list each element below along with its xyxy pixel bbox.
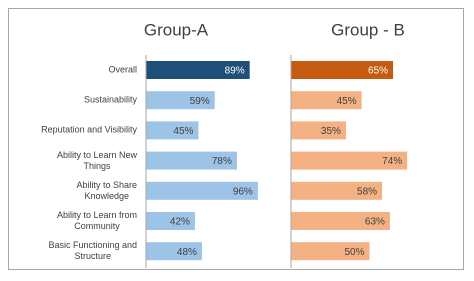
value-label: 35% xyxy=(321,126,341,137)
category-label: Basic Functioning and Structure xyxy=(48,240,137,262)
category-label: Ability to Share Knowledge xyxy=(76,179,137,201)
bar xyxy=(291,212,390,230)
bar xyxy=(146,212,195,230)
value-label: 58% xyxy=(357,186,377,197)
category-label: Ability to Learn New Things xyxy=(56,149,137,171)
bar xyxy=(291,61,394,79)
bar xyxy=(146,91,215,110)
value-label: 50% xyxy=(344,247,364,258)
value-label: 59% xyxy=(190,96,210,107)
chart-title: Group-A xyxy=(144,20,209,39)
value-label: 45% xyxy=(337,96,357,107)
bar xyxy=(291,91,362,110)
value-label: 74% xyxy=(382,156,402,167)
bar xyxy=(291,242,370,261)
category-label: Sustainability xyxy=(83,94,137,105)
category-label: Overall xyxy=(108,64,137,75)
value-label: 63% xyxy=(365,217,385,228)
bar xyxy=(146,181,258,200)
category-label: Ability to Learn from Community xyxy=(56,210,137,231)
bar xyxy=(146,61,250,79)
bar xyxy=(291,151,408,170)
value-label: 48% xyxy=(177,247,197,258)
value-label: 96% xyxy=(233,186,253,197)
bar xyxy=(291,181,383,200)
value-label: 42% xyxy=(170,217,190,228)
bar xyxy=(146,242,202,261)
value-label: 89% xyxy=(225,66,245,77)
chart-frame xyxy=(8,8,464,270)
value-label: 45% xyxy=(173,126,193,137)
bar xyxy=(291,121,346,140)
bar xyxy=(146,121,199,140)
bar xyxy=(146,151,237,170)
category-label: Reputation and Visibility xyxy=(41,124,137,135)
chart-title: Group - B xyxy=(331,20,405,39)
value-label: 78% xyxy=(212,156,232,167)
value-label: 65% xyxy=(368,66,388,77)
